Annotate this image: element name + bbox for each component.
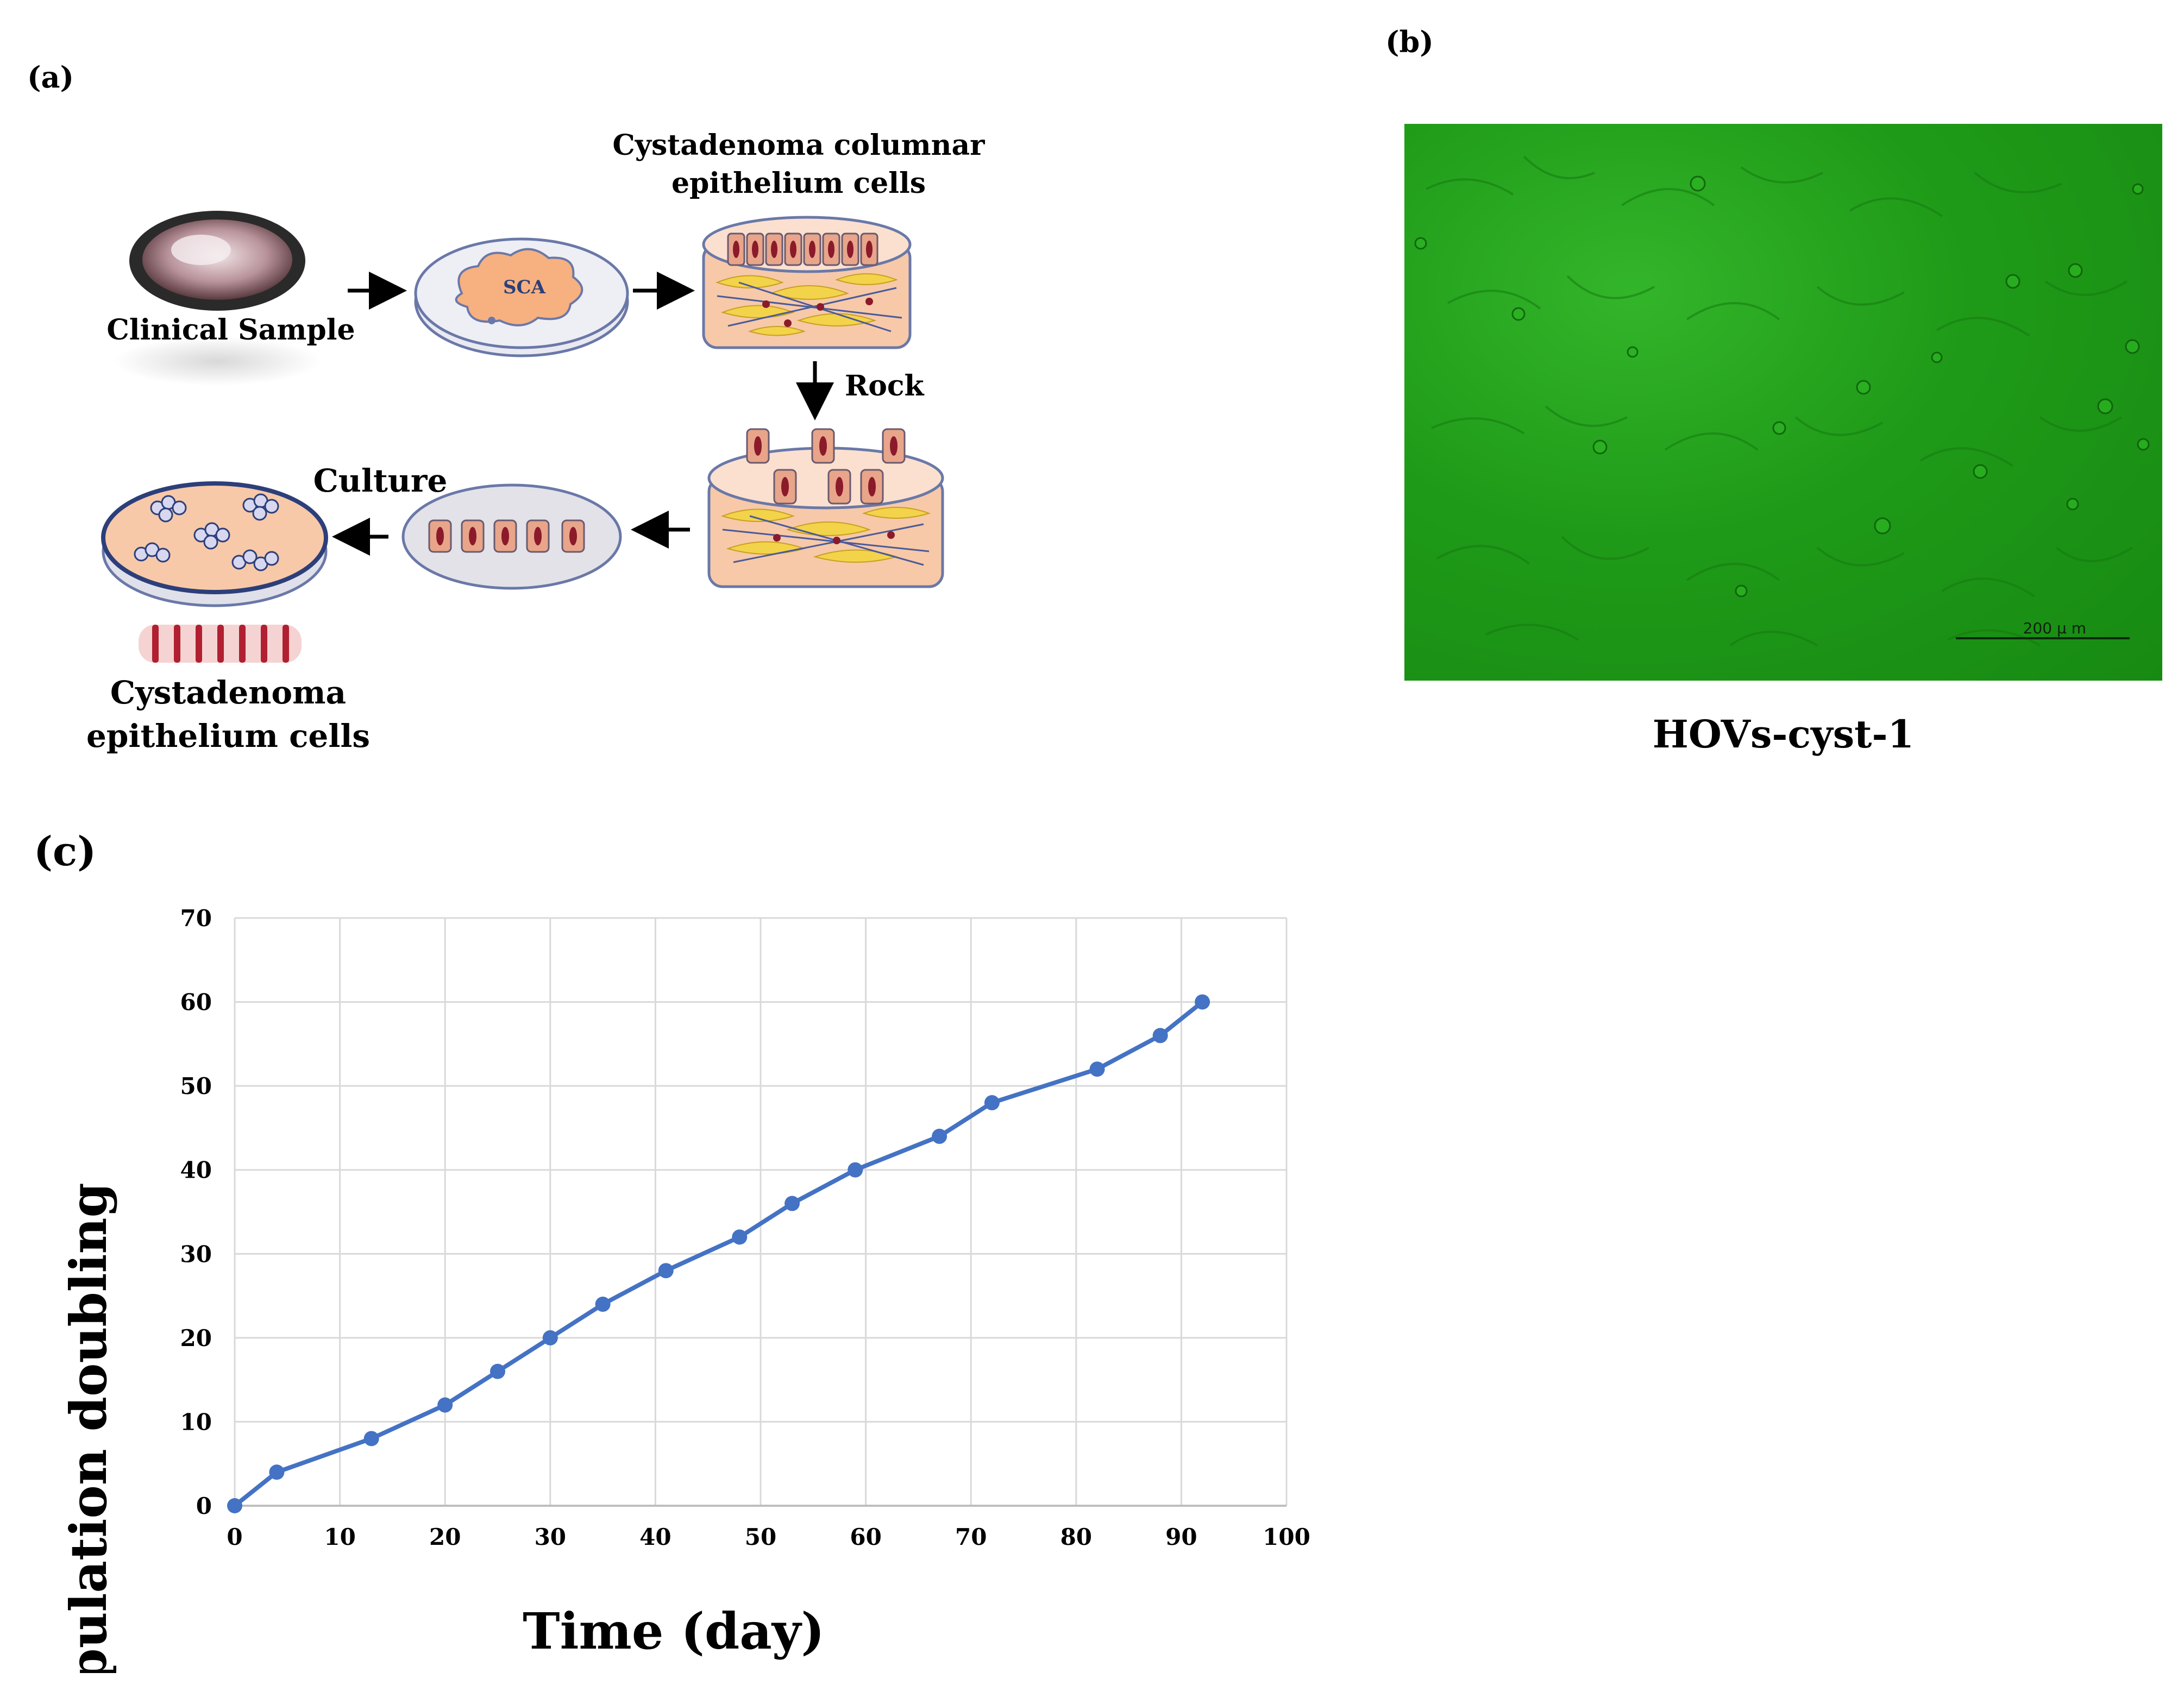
data-point bbox=[1152, 1028, 1168, 1043]
x-tick-label: 20 bbox=[429, 1524, 461, 1550]
data-point bbox=[848, 1162, 863, 1178]
y-tick-label: 10 bbox=[180, 1409, 212, 1435]
x-tick-label: 30 bbox=[535, 1524, 566, 1550]
stained-cells-strip bbox=[139, 625, 302, 663]
sca-dish-icon bbox=[414, 237, 629, 357]
culture-label: Culture bbox=[313, 462, 448, 499]
y-axis-label: Population doubling bbox=[59, 1183, 118, 1673]
data-point bbox=[732, 1229, 748, 1245]
x-tick-label: 0 bbox=[227, 1524, 242, 1550]
x-tick-label: 70 bbox=[955, 1524, 987, 1550]
y-tick-label: 20 bbox=[180, 1325, 212, 1351]
data-point bbox=[227, 1498, 242, 1513]
y-tick-label: 0 bbox=[196, 1493, 212, 1519]
data-point bbox=[542, 1330, 558, 1346]
x-tick-label: 100 bbox=[1263, 1524, 1310, 1550]
y-tick-label: 40 bbox=[180, 1157, 212, 1184]
x-tick-label: 10 bbox=[324, 1524, 355, 1550]
micrograph-caption: HOVs-cyst-1 bbox=[1652, 712, 1915, 757]
y-tick-label: 70 bbox=[180, 905, 212, 932]
x-tick-label: 90 bbox=[1165, 1524, 1197, 1550]
workflow-diagram: Clinical Sample SCA Cystadenoma columnar… bbox=[86, 129, 985, 755]
panel-label-c: (c) bbox=[34, 828, 97, 875]
x-tick-label: 80 bbox=[1060, 1524, 1092, 1550]
data-point bbox=[932, 1128, 947, 1144]
micrograph-image: 200 μ m bbox=[1404, 124, 2162, 681]
y-tick-label: 30 bbox=[180, 1241, 212, 1267]
rock-label: Rock bbox=[845, 369, 925, 403]
population-doubling-chart: 0 10 20 30 40 50 60 70 80 90 100 0 10 20 30 40 50 60 70 Ti… bbox=[59, 905, 1310, 1673]
x-axis-label: Time (day) bbox=[523, 1602, 825, 1661]
data-point bbox=[1195, 994, 1210, 1010]
tissue-block-top bbox=[702, 216, 912, 349]
scale-bar-label: 200 μ m bbox=[2023, 619, 2086, 637]
data-point bbox=[1089, 1061, 1105, 1077]
cell-texture bbox=[1414, 155, 2150, 646]
tissue-block-bottom bbox=[707, 428, 944, 588]
columnar-title-line1: Cystadenoma columnar bbox=[612, 129, 985, 162]
chart-ticks: 0 10 20 30 40 50 60 70 80 90 100 0 10 20 30 40 50 60 70 bbox=[180, 905, 1310, 1550]
x-tick-label: 60 bbox=[850, 1524, 881, 1550]
data-point bbox=[595, 1297, 611, 1312]
panel-label-b: (b) bbox=[1385, 24, 1434, 59]
data-point bbox=[658, 1263, 674, 1279]
clinical-sample-icon bbox=[114, 211, 321, 386]
chart-grid bbox=[234, 917, 1288, 1507]
x-tick-label: 50 bbox=[745, 1524, 776, 1550]
sca-label: SCA bbox=[503, 276, 546, 298]
isolated-cells-dish-icon bbox=[401, 483, 622, 590]
data-point bbox=[785, 1196, 800, 1211]
scale-bar bbox=[1956, 637, 2130, 639]
x-tick-label: 40 bbox=[639, 1524, 671, 1550]
data-point bbox=[437, 1397, 453, 1413]
panel-label-a: (a) bbox=[27, 60, 74, 95]
chart-series bbox=[227, 994, 1210, 1513]
data-point bbox=[984, 1095, 1000, 1111]
columnar-title-line2: epithelium cells bbox=[671, 167, 926, 200]
y-tick-label: 60 bbox=[180, 989, 212, 1016]
series-line bbox=[233, 1000, 1204, 1508]
data-point bbox=[269, 1464, 285, 1480]
data-point bbox=[490, 1363, 505, 1379]
result-title-line1: Cystadenoma bbox=[110, 674, 346, 711]
clinical-sample-label: Clinical Sample bbox=[106, 313, 355, 347]
culture-dish-icon bbox=[101, 481, 328, 607]
result-title-line2: epithelium cells bbox=[86, 718, 370, 755]
y-tick-label: 50 bbox=[180, 1073, 212, 1099]
data-point bbox=[363, 1431, 379, 1447]
